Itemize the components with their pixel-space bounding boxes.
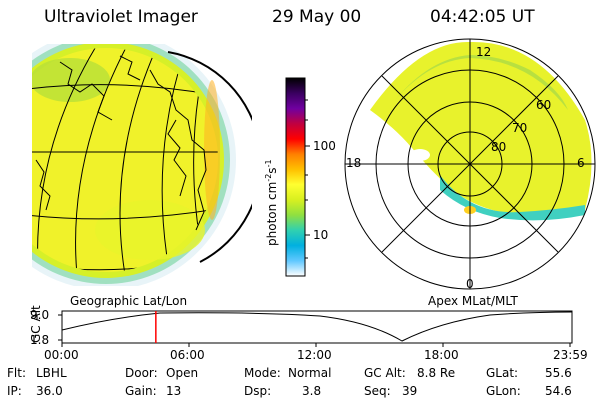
auroral-edge — [440, 175, 585, 221]
seq-label: Seq: — [364, 384, 391, 398]
header-time: 04:42:05 UT — [430, 7, 535, 27]
time-tick-1200: 12:00 — [297, 348, 332, 362]
mlt-label-6: 6 — [577, 156, 585, 170]
lat-label-70: 70 — [512, 121, 528, 135]
gain-value: 13 — [166, 384, 182, 398]
dsp-value: 3.8 — [302, 384, 322, 398]
flt-value: LBHL — [36, 366, 67, 380]
app-title: Ultraviolet Imager — [44, 7, 198, 27]
colorbar-tick-100: 100 — [313, 139, 336, 153]
door-value: Open — [166, 366, 199, 380]
time-tick-2359: 23:59 — [553, 348, 588, 362]
time-tick-0000: 00:00 — [44, 348, 79, 362]
polar-region — [32, 58, 110, 102]
mlt-label-12: 12 — [476, 45, 492, 59]
ip-value: 36.0 — [36, 384, 63, 398]
glon-label: GLon: — [486, 384, 521, 398]
mlt-label-0: 0 — [466, 277, 474, 291]
gain-label: Gain: — [125, 384, 157, 398]
lat-label-60: 60 — [536, 98, 552, 112]
seq-value: 39 — [402, 384, 418, 398]
glat-value: 55.6 — [545, 366, 572, 380]
altitude-strip-frame — [61, 310, 573, 344]
door-label: Door: — [125, 366, 158, 380]
mode-label: Mode: — [244, 366, 281, 380]
time-tick-0600: 06:00 — [170, 348, 205, 362]
header-date: 29 May 00 — [272, 7, 362, 27]
altitude-curve — [61, 311, 573, 342]
dsp-label: Dsp: — [244, 384, 272, 398]
colorbar — [285, 77, 306, 277]
mlt-label-18: 18 — [346, 156, 362, 170]
gcalt-label: GC Alt: — [364, 366, 406, 380]
altitude-tick-1-8: 1.8 — [30, 333, 50, 347]
glon-value: 54.6 — [545, 384, 572, 398]
altitude-tick-9: 9.0 — [30, 308, 50, 322]
altitude-strip-ticks — [61, 343, 571, 347]
apex-caption: Apex MLat/MLT — [428, 294, 518, 308]
lat-label-80: 80 — [491, 140, 507, 154]
geographic-caption: Geographic Lat/Lon — [70, 294, 188, 308]
colorbar-tick-10: 10 — [313, 228, 329, 242]
auroral-oval — [370, 41, 592, 217]
colorbar-unit-label: photon cm-2s-1 — [264, 159, 279, 246]
flt-label: Flt: — [7, 366, 26, 380]
coastlines — [35, 55, 207, 231]
mode-value: Normal — [288, 366, 332, 380]
glat-label: GLat: — [486, 366, 519, 380]
limb-brightening — [204, 80, 220, 220]
polar-grid — [344, 38, 596, 290]
terminator-line — [167, 51, 252, 263]
ip-label: IP: — [7, 384, 22, 398]
geographic-image — [32, 44, 252, 286]
gcalt-value: 8.8 Re — [417, 366, 456, 380]
time-tick-1800: 18:00 — [424, 348, 459, 362]
